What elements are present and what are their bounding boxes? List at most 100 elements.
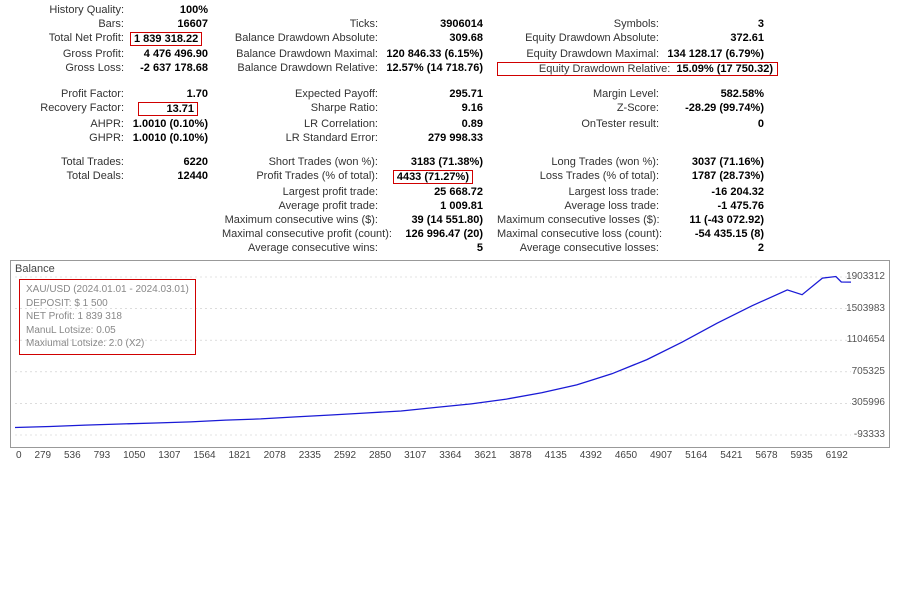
stat-label: Largest profit trade: [222, 186, 384, 198]
chart-xtick: 279 [34, 450, 51, 461]
backtest-statistics: History Quality:100%Bars:16607Ticks:3906… [10, 4, 892, 254]
stat-label [10, 186, 130, 198]
stat-value [130, 200, 222, 212]
chart-xtick: 1564 [193, 450, 215, 461]
stat-value: 4 476 496.90 [130, 48, 222, 60]
stat-value [384, 4, 497, 16]
stat-label: Profit Trades (% of total): [222, 170, 384, 184]
stat-label: Equity Drawdown Relative: [500, 63, 676, 75]
stat-label: Total Deals: [10, 170, 130, 184]
stat-value: 0.89 [384, 118, 497, 130]
stat-label [10, 200, 130, 212]
stat-label [10, 214, 130, 226]
chart-xtick: 5421 [720, 450, 742, 461]
stat-value: 134 128.17 (6.79%) [665, 48, 778, 60]
stat-label: AHPR: [10, 118, 130, 130]
stat-label: Balance Drawdown Absolute: [222, 32, 384, 46]
stat-value: 1787 (28.73%) [665, 170, 778, 184]
chart-xtick: 1307 [158, 450, 180, 461]
stat-value [130, 242, 222, 254]
stat-label: Margin Level: [497, 88, 665, 100]
stat-value: 1.70 [130, 88, 222, 100]
chart-ytick: 705325 [852, 366, 885, 377]
chart-xtick: 3364 [439, 450, 461, 461]
stat-label: Maximal consecutive loss (count): [497, 228, 665, 240]
stat-label [222, 4, 384, 16]
stat-value: 126 996.47 (20) [384, 228, 497, 240]
stat-label: Balance Drawdown Maximal: [222, 48, 384, 60]
stat-label: Gross Profit: [10, 48, 130, 60]
stat-label: Z-Score: [497, 102, 665, 116]
chart-xtick: 4650 [615, 450, 637, 461]
stat-label: Equity Drawdown Absolute: [497, 32, 665, 46]
stat-value: 3037 (71.16%) [665, 156, 778, 168]
chart-xtick: 1050 [123, 450, 145, 461]
stat-label: Equity Drawdown Maximal: [497, 48, 665, 60]
stat-value: 279 998.33 [384, 132, 497, 144]
stat-label: Bars: [10, 18, 130, 30]
stat-value: 309.68 [384, 32, 497, 46]
chart-xtick: 4392 [580, 450, 602, 461]
stat-label: Balance Drawdown Relative: [222, 62, 384, 76]
stat-value: 6220 [130, 156, 222, 168]
stat-value: 16607 [130, 18, 222, 30]
stat-pair: Equity Drawdown Relative:15.09% (17 750.… [497, 62, 778, 76]
stat-value: 39 (14 551.80) [384, 214, 497, 226]
stat-value: 11 (-43 072.92) [665, 214, 778, 226]
stat-value [130, 228, 222, 240]
stat-label: Maximal consecutive profit (count): [222, 228, 384, 240]
stat-value: 295.71 [384, 88, 497, 100]
chart-xtick: 3878 [510, 450, 532, 461]
stat-value: 13.71 [130, 102, 222, 116]
stat-value: 1 839 318.22 [130, 32, 222, 46]
stat-label: Average consecutive losses: [497, 242, 665, 254]
chart-xtick: 2592 [334, 450, 356, 461]
stat-label: GHPR: [10, 132, 130, 144]
stat-value: 25 668.72 [384, 186, 497, 198]
chart-infobox: XAU/USD (2024.01.01 - 2024.03.01)DEPOSIT… [19, 279, 196, 355]
stat-value [665, 132, 778, 144]
chart-xaxis: 0279536793105013071564182120782335259228… [10, 448, 890, 461]
stat-label: Total Trades: [10, 156, 130, 168]
stat-label: Loss Trades (% of total): [497, 170, 665, 184]
stat-label: Expected Payoff: [222, 88, 384, 100]
stat-label: Average consecutive wins: [222, 242, 384, 254]
chart-xtick: 4135 [545, 450, 567, 461]
stat-value: -1 475.76 [665, 200, 778, 212]
stat-label: LR Standard Error: [222, 132, 384, 144]
stat-value: 4433 (71.27%) [384, 170, 497, 184]
stat-value: 120 846.33 (6.15%) [384, 48, 497, 60]
stat-value: -16 204.32 [665, 186, 778, 198]
chart-ytick: 1104654 [847, 334, 885, 345]
balance-chart: Balance XAU/USD (2024.01.01 - 2024.03.01… [10, 260, 890, 448]
stat-value: 1 009.81 [384, 200, 497, 212]
stat-label: Symbols: [497, 18, 665, 30]
chart-ytick: -93333 [854, 429, 885, 440]
stat-value: 12440 [130, 170, 222, 184]
stat-value [130, 214, 222, 226]
stat-value: 15.09% (17 750.32) [676, 63, 775, 75]
stat-label: Sharpe Ratio: [222, 102, 384, 116]
stat-value: -54 435.15 (8) [665, 228, 778, 240]
chart-xtick: 5678 [755, 450, 777, 461]
stat-value [130, 186, 222, 198]
stat-value: 9.16 [384, 102, 497, 116]
chart-xtick: 3621 [474, 450, 496, 461]
stat-label: Largest loss trade: [497, 186, 665, 198]
stat-value: 12.57% (14 718.76) [384, 62, 497, 76]
stat-label [10, 242, 130, 254]
stat-value: 0 [665, 118, 778, 130]
stat-label: Short Trades (won %): [222, 156, 384, 168]
stat-value: 1.0010 (0.10%) [130, 118, 222, 130]
stat-label [497, 4, 665, 16]
chart-xtick: 536 [64, 450, 81, 461]
stat-label: Ticks: [222, 18, 384, 30]
infobox-line: Maxiumal Lotsize: 2.0 (X2) [26, 337, 189, 351]
chart-xtick: 4907 [650, 450, 672, 461]
stat-label: Maximum consecutive wins ($): [222, 214, 384, 226]
stat-label: Maximum consecutive losses ($): [497, 214, 665, 226]
infobox-line: XAU/USD (2024.01.01 - 2024.03.01) [26, 283, 189, 297]
stat-label: Profit Factor: [10, 88, 130, 100]
stat-label [497, 132, 665, 144]
stat-value: 2 [665, 242, 778, 254]
